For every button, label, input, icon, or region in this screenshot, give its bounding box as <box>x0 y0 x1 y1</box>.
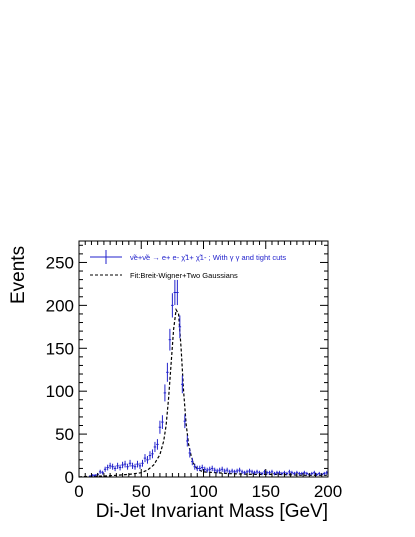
data-point <box>113 465 117 472</box>
data-point <box>111 463 114 470</box>
data-point <box>108 462 112 469</box>
data-point <box>215 468 219 474</box>
x-tick-label: 200 <box>314 482 342 501</box>
data-point <box>268 470 271 475</box>
data-point <box>131 462 134 469</box>
data-point <box>235 468 239 474</box>
data-point <box>146 455 149 464</box>
plot-area <box>78 279 328 478</box>
y-tick-label: 0 <box>65 468 74 487</box>
data-point <box>191 457 194 466</box>
data-point <box>278 470 281 475</box>
data-point <box>188 448 192 458</box>
data-point <box>181 375 184 394</box>
data-point <box>243 470 246 475</box>
data-point <box>123 460 127 468</box>
data-point <box>138 462 142 469</box>
data-point <box>141 459 144 467</box>
data-point <box>290 470 294 475</box>
data-point <box>151 449 154 459</box>
data-point <box>323 471 326 476</box>
x-tick-label: 50 <box>132 482 151 501</box>
data-point <box>133 463 137 470</box>
data-point <box>166 362 169 382</box>
data-point <box>228 469 231 474</box>
data-point <box>101 470 104 475</box>
data-point <box>273 471 276 476</box>
data-point <box>210 465 214 472</box>
data-point <box>156 439 159 450</box>
data-point <box>186 435 189 447</box>
data-point <box>238 467 241 473</box>
data-point <box>153 441 157 453</box>
data-point <box>176 279 179 306</box>
data-point <box>253 470 256 475</box>
data-point <box>116 462 119 469</box>
data-point <box>213 467 216 473</box>
y-tick-label: 50 <box>55 425 74 444</box>
data-point <box>103 466 107 472</box>
legend-entry-data: ν̃e+ν̃e → e+ e- χ̃1+ χ̃1- ; With γ γ and… <box>130 253 286 262</box>
data-point <box>173 279 177 306</box>
data-point <box>298 471 301 476</box>
x-axis-label: Di-Jet Invariant Mass [GeV] <box>96 501 328 522</box>
data-point <box>118 464 122 471</box>
data-point <box>313 470 316 475</box>
data-point <box>250 469 254 474</box>
data-point <box>93 474 97 477</box>
legend: ν̃e+ν̃e → e+ e- χ̃1+ χ̃1- ; With γ γ and… <box>90 250 286 280</box>
data-point <box>198 465 202 472</box>
data-point <box>106 464 109 471</box>
x-tick-label: 0 <box>74 482 83 501</box>
data-point <box>303 470 306 475</box>
data-point <box>98 469 102 474</box>
data-point <box>318 471 321 476</box>
axes: 0 50 100 150 200 0 50 100 150 200 250 <box>46 240 342 501</box>
data-point <box>260 471 264 476</box>
data-point <box>255 469 259 474</box>
data-point <box>225 467 229 473</box>
data-point <box>178 315 182 339</box>
y-tick-label: 150 <box>46 339 74 358</box>
data-point <box>201 464 204 471</box>
legend-entry-fit: Fit:Breit-Wigner+Two Gaussians <box>130 271 238 280</box>
data-point <box>143 454 147 463</box>
x-tick-label: 150 <box>252 482 280 501</box>
fit-curve <box>78 307 328 478</box>
y-tick-label: 100 <box>46 382 74 401</box>
y-tick-label: 250 <box>46 253 74 272</box>
data-point <box>248 468 251 474</box>
y-axis-label: Events <box>8 246 29 304</box>
data-point <box>230 468 234 474</box>
data-point <box>121 461 124 469</box>
data-point <box>285 471 289 476</box>
data-point <box>293 471 296 476</box>
data-point <box>168 328 172 351</box>
data-point <box>208 466 211 472</box>
data-point <box>280 471 284 476</box>
data-point <box>193 463 197 470</box>
data-point <box>163 384 167 402</box>
x-tick-label: 100 <box>189 482 217 501</box>
data-point <box>136 460 139 468</box>
data-point <box>218 467 221 473</box>
y-tick-label: 200 <box>46 296 74 315</box>
data-point <box>196 465 199 472</box>
data-point <box>240 469 244 474</box>
data-point <box>148 451 152 460</box>
data-point <box>223 468 226 474</box>
data-point <box>158 420 162 434</box>
data-point <box>288 469 291 474</box>
data-point <box>183 414 187 429</box>
data-point <box>126 463 129 470</box>
data-point <box>305 471 309 476</box>
data-point <box>205 467 209 473</box>
data-point <box>220 466 224 472</box>
data-point <box>161 415 164 429</box>
data-point <box>310 471 314 476</box>
data-point <box>275 470 279 475</box>
data-point <box>171 293 174 318</box>
data-point <box>128 459 132 467</box>
